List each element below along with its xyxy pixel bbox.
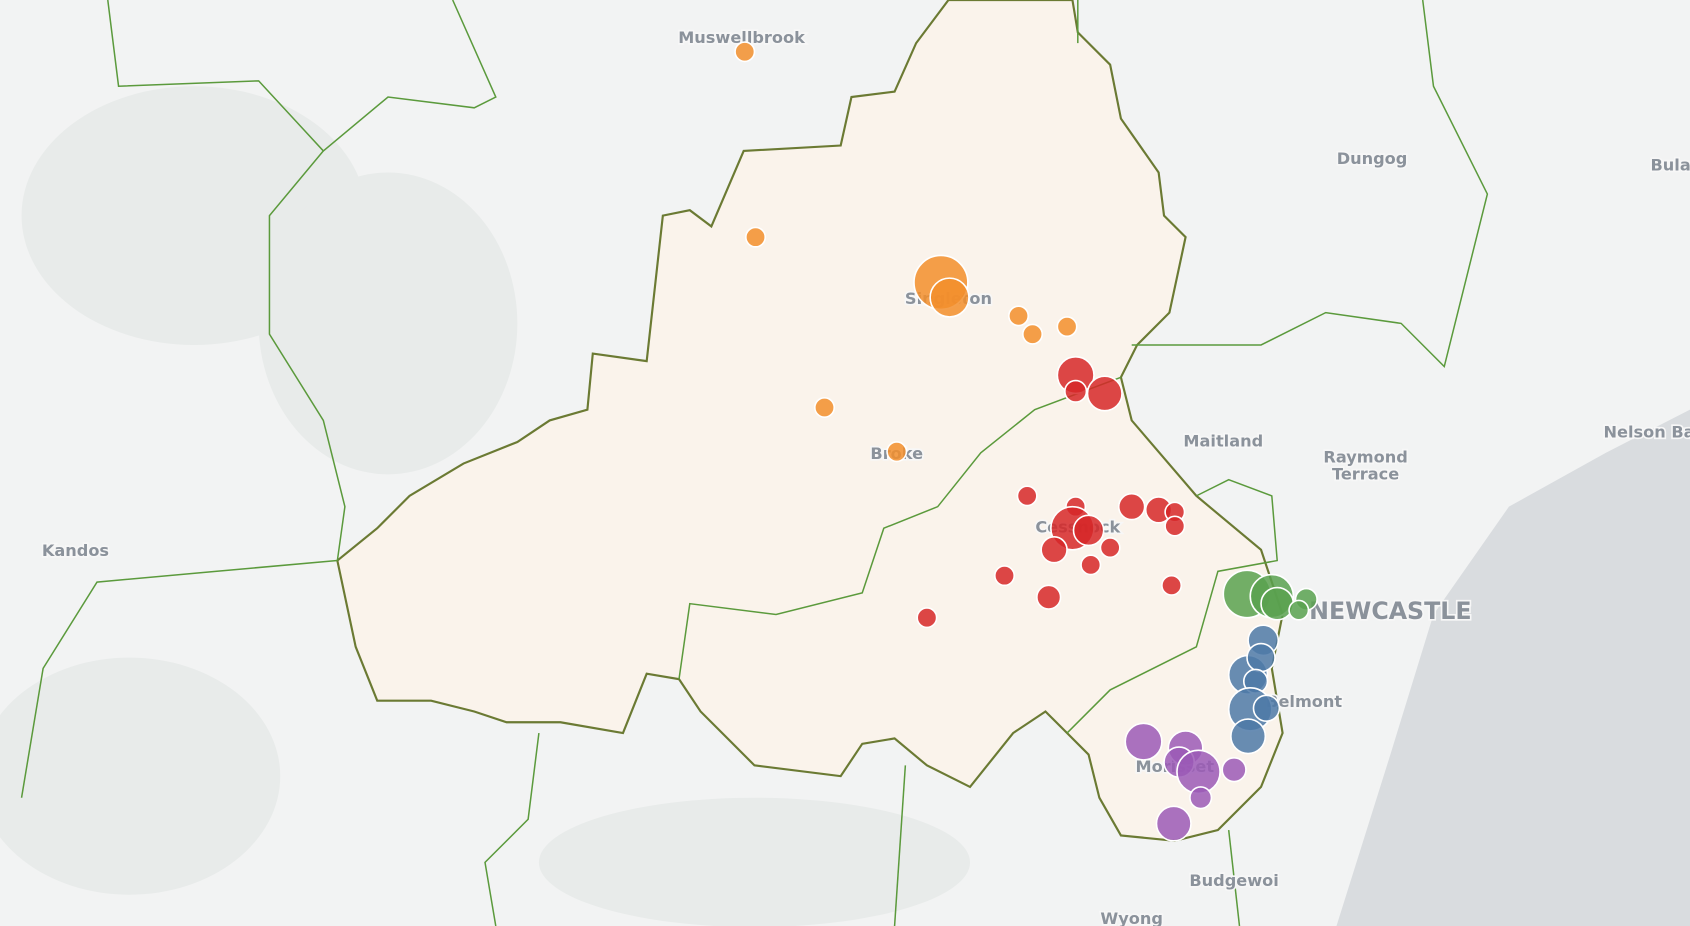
marker: [1056, 316, 1078, 338]
marker: [1117, 492, 1146, 521]
marker: [1040, 536, 1068, 564]
marker: [1008, 305, 1030, 327]
place-label: Terrace: [1332, 465, 1399, 484]
marker: [1124, 722, 1163, 761]
marker: [1022, 323, 1044, 345]
marker: [1080, 554, 1102, 576]
marker: [1246, 642, 1276, 673]
city-label: NEWCASTLE: [1309, 597, 1471, 625]
marker: [1036, 584, 1062, 610]
marker: [886, 441, 908, 463]
marker: [994, 565, 1016, 587]
place-label: Muswellbrook: [678, 28, 806, 47]
markers: [734, 41, 1318, 842]
ocean: [1336, 409, 1690, 926]
marker: [1155, 805, 1192, 842]
marker: [1260, 586, 1295, 621]
marker: [929, 277, 970, 318]
marker: [745, 226, 767, 248]
place-label: Wyong: [1100, 909, 1163, 926]
terrain-patches: [0, 86, 970, 926]
place-label: Belmont: [1266, 692, 1342, 711]
marker: [1189, 786, 1213, 810]
place-label: Raymond: [1323, 447, 1407, 466]
marker: [734, 41, 756, 63]
marker: [1230, 718, 1267, 755]
place-label: Bula: [1650, 155, 1690, 174]
marker: [1161, 574, 1183, 596]
place-label: Nelson Ba: [1604, 423, 1690, 442]
marker: [916, 607, 938, 629]
marker: [1099, 537, 1121, 559]
place-label: Budgewoi: [1189, 871, 1278, 890]
marker: [1072, 514, 1105, 547]
marker: [1064, 379, 1088, 403]
marker: [1288, 599, 1310, 621]
region-boundary: [336, 0, 1284, 842]
place-label: Dungog: [1337, 149, 1408, 168]
marker: [1164, 515, 1186, 537]
marker: [1016, 485, 1038, 507]
marker: [814, 396, 836, 418]
marker: [1252, 694, 1281, 722]
marker: [1086, 375, 1123, 412]
lga-boundaries: [20, 0, 1489, 926]
place-label: Maitland: [1183, 431, 1263, 450]
place-label: Kandos: [42, 541, 109, 560]
marker: [1221, 757, 1247, 783]
